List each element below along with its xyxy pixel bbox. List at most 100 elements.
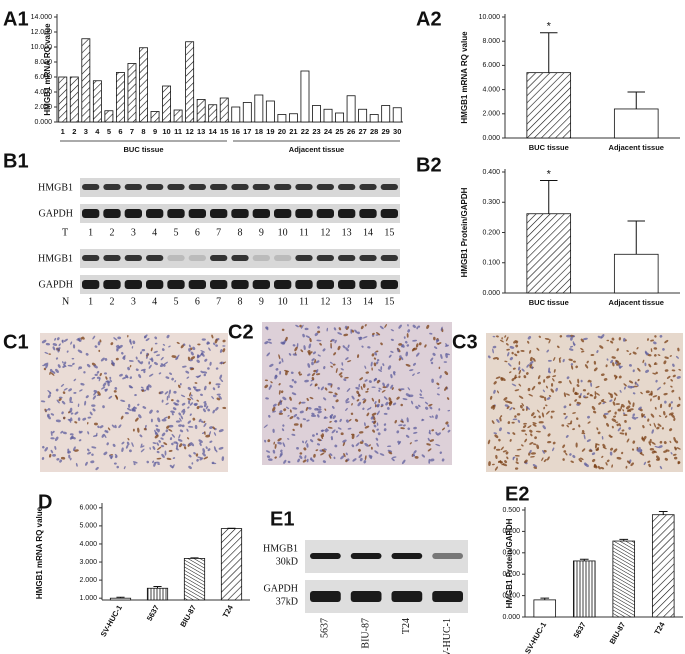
bar	[369, 114, 379, 123]
cell-nucleus	[512, 432, 516, 435]
cell-nucleus	[628, 380, 634, 384]
blot-lane-label: SV-HUC-1	[442, 618, 453, 654]
cell-nucleus	[47, 394, 51, 399]
cell-nucleus	[537, 375, 541, 380]
y-tick-label: 0.400	[482, 169, 500, 176]
cell-nucleus	[314, 332, 319, 337]
cell-nucleus	[376, 428, 379, 431]
panel-label: B2	[416, 154, 442, 176]
cell-nucleus	[312, 434, 315, 437]
cell-nucleus	[562, 444, 566, 449]
cell-nucleus	[497, 390, 499, 394]
cell-nucleus	[269, 363, 274, 368]
cell-nucleus	[280, 449, 283, 453]
cell-nucleus	[70, 412, 74, 415]
cell-nucleus	[168, 449, 173, 452]
cell-nucleus	[351, 329, 355, 333]
cell-nucleus	[588, 449, 593, 452]
cell-nucleus	[499, 339, 504, 343]
cell-nucleus	[524, 459, 528, 464]
cell-nucleus	[511, 351, 514, 355]
cell-nucleus	[582, 389, 587, 392]
cell-nucleus	[69, 433, 74, 436]
cell-nucleus	[208, 347, 211, 351]
cell-nucleus	[337, 387, 340, 390]
cell-nucleus	[672, 374, 676, 378]
cell-nucleus	[412, 347, 418, 351]
cell-nucleus	[131, 406, 135, 411]
cell-nucleus	[102, 382, 107, 387]
cell-nucleus	[347, 360, 352, 363]
cell-nucleus	[370, 446, 373, 450]
cell-nucleus	[103, 451, 108, 456]
cell-nucleus	[537, 381, 542, 385]
cell-nucleus	[569, 403, 572, 406]
cell-nucleus	[658, 415, 662, 417]
cell-nucleus	[272, 428, 275, 433]
cell-nucleus	[168, 394, 170, 399]
cell-nucleus	[514, 467, 519, 470]
cell-nucleus	[126, 441, 130, 446]
cell-nucleus	[118, 424, 122, 429]
cell-nucleus	[124, 411, 129, 415]
cell-nucleus	[525, 372, 529, 375]
cell-nucleus	[149, 409, 153, 414]
cell-nucleus	[669, 355, 673, 357]
cell-nucleus	[317, 386, 320, 390]
cell-nucleus	[317, 326, 320, 329]
cell-nucleus	[333, 420, 337, 422]
cell-nucleus	[382, 386, 387, 389]
x-tick-label: 3	[84, 127, 88, 136]
cell-nucleus	[611, 418, 617, 422]
blot-band	[359, 255, 377, 261]
cell-nucleus	[145, 356, 148, 359]
cell-nucleus	[63, 361, 67, 365]
cell-nucleus	[309, 396, 314, 400]
cell-nucleus	[330, 342, 332, 349]
cell-nucleus	[371, 386, 376, 388]
cell-nucleus	[380, 366, 383, 371]
cell-nucleus	[509, 356, 513, 361]
cell-nucleus	[427, 448, 432, 452]
cell-nucleus	[431, 429, 435, 432]
cell-nucleus	[192, 417, 196, 421]
cell-nucleus	[678, 368, 682, 371]
cell-nucleus	[313, 453, 316, 458]
cell-nucleus	[300, 423, 303, 428]
cell-nucleus	[524, 438, 528, 443]
y-axis-title: HMGB1 Protein/GAPDH	[505, 518, 514, 608]
cell-nucleus	[382, 382, 385, 387]
cell-nucleus	[571, 365, 574, 370]
cell-nucleus	[648, 363, 652, 368]
cell-nucleus	[428, 429, 431, 434]
blot-lane-label: 10	[278, 296, 288, 307]
error-bar	[540, 597, 550, 600]
cell-nucleus	[314, 359, 317, 364]
cell-nucleus	[308, 343, 312, 349]
cell-nucleus	[179, 429, 184, 433]
cell-nucleus	[193, 452, 196, 455]
cell-nucleus	[364, 324, 367, 327]
cell-nucleus	[52, 346, 56, 351]
cell-nucleus	[657, 423, 662, 427]
cell-nucleus	[104, 388, 108, 391]
cell-nucleus	[206, 341, 210, 345]
cell-nucleus	[55, 388, 59, 392]
cell-nucleus	[140, 361, 144, 365]
cell-nucleus	[367, 407, 370, 411]
blot-lane-label: 8	[238, 227, 243, 238]
y-tick-label: 8.000	[482, 38, 500, 45]
cell-nucleus	[587, 421, 591, 424]
cell-nucleus	[115, 357, 119, 361]
x-tick-label: 20	[278, 127, 286, 136]
cell-nucleus	[390, 329, 394, 332]
cell-nucleus	[322, 460, 327, 463]
blot-row-label: HMGB1	[263, 543, 298, 554]
bar	[613, 253, 659, 294]
cell-nucleus	[366, 388, 369, 391]
cell-nucleus	[433, 336, 436, 341]
cell-nucleus	[593, 360, 597, 365]
cell-nucleus	[292, 344, 296, 347]
cell-nucleus	[45, 342, 51, 346]
cell-nucleus	[617, 408, 622, 412]
